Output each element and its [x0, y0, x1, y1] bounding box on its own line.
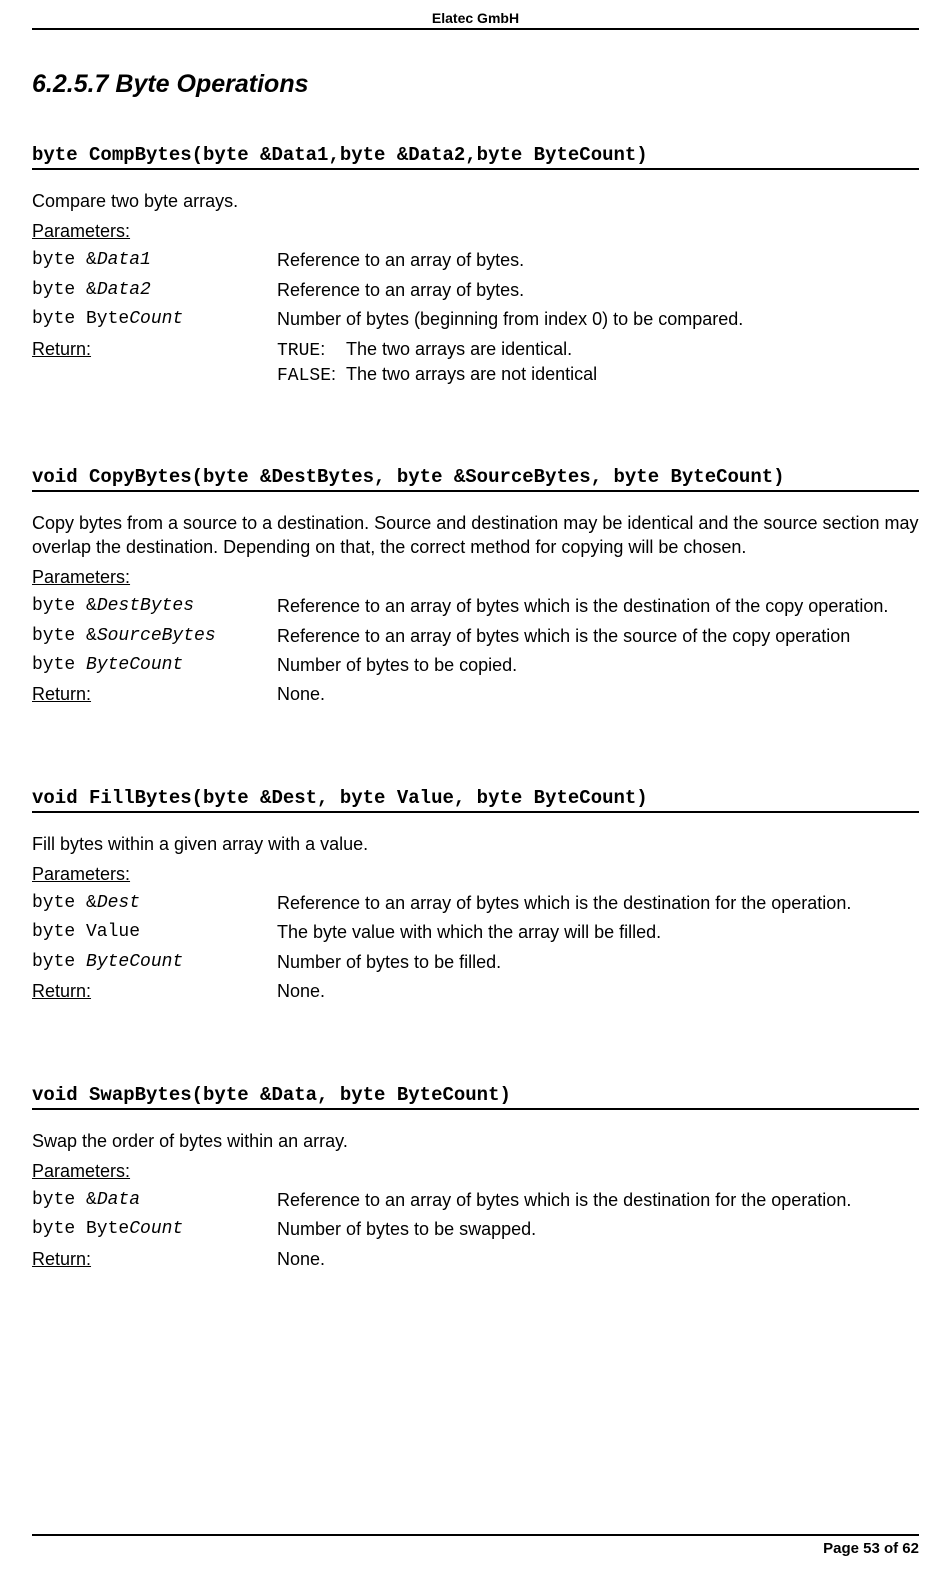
return-value: None.: [277, 680, 919, 711]
param-desc: Number of bytes to be swapped.: [277, 1215, 919, 1244]
param-desc: Reference to an array of bytes.: [277, 246, 919, 275]
return-row: Return: None.: [32, 977, 919, 1008]
param-name: byte &SourceBytes: [32, 622, 277, 651]
param-desc: Number of bytes to be copied.: [277, 651, 919, 680]
param-desc: Reference to an array of bytes.: [277, 276, 919, 305]
func-copybytes-params: byte &DestBytes Reference to an array of…: [32, 592, 919, 712]
func-copybytes-signature: void CopyBytes(byte &DestBytes, byte &So…: [32, 466, 919, 492]
parameters-label: Parameters:: [32, 1161, 919, 1182]
param-row: byte Value The byte value with which the…: [32, 918, 919, 947]
param-name: byte ByteCount: [32, 1215, 277, 1244]
func-fillbytes-desc: Fill bytes within a given array with a v…: [32, 833, 919, 856]
param-name: byte Value: [32, 918, 277, 947]
param-desc: Number of bytes (beginning from index 0)…: [277, 305, 919, 334]
param-row: byte ByteCount Number of bytes to be fil…: [32, 948, 919, 977]
func-compbytes-signature: byte CompBytes(byte &Data1,byte &Data2,b…: [32, 144, 919, 170]
param-name: byte ByteCount: [32, 305, 277, 334]
param-row: byte &Dest Reference to an array of byte…: [32, 889, 919, 918]
param-desc: The byte value with which the array will…: [277, 918, 919, 947]
param-row: byte &Data1 Reference to an array of byt…: [32, 246, 919, 275]
parameters-label: Parameters:: [32, 567, 919, 588]
param-name: byte &Data: [32, 1186, 277, 1215]
param-name: byte &DestBytes: [32, 592, 277, 621]
page-container: Elatec GmbH 6.2.5.7 Byte Operations byte…: [0, 0, 951, 1587]
func-fillbytes-params: byte &Dest Reference to an array of byte…: [32, 889, 919, 1009]
param-desc: Number of bytes to be filled.: [277, 948, 919, 977]
func-copybytes-desc: Copy bytes from a source to a destinatio…: [32, 512, 919, 559]
func-compbytes-desc: Compare two byte arrays.: [32, 190, 919, 213]
return-values: TRUE: The two arrays are identical. FALS…: [277, 335, 919, 392]
return-row: Return: None.: [32, 680, 919, 711]
return-row: Return: None.: [32, 1245, 919, 1276]
param-name: byte ByteCount: [32, 948, 277, 977]
page-footer: Page 53 of 62: [32, 1534, 919, 1557]
param-row: byte &Data2 Reference to an array of byt…: [32, 276, 919, 305]
return-label: Return:: [32, 680, 277, 711]
param-name: byte &Dest: [32, 889, 277, 918]
func-compbytes-params: byte &Data1 Reference to an array of byt…: [32, 246, 919, 391]
return-label: Return:: [32, 977, 277, 1008]
param-desc: Reference to an array of bytes which is …: [277, 1186, 919, 1215]
param-row: byte &Data Reference to an array of byte…: [32, 1186, 919, 1215]
return-value: None.: [277, 977, 919, 1008]
section-heading: 6.2.5.7 Byte Operations: [32, 70, 919, 99]
return-label: Return:: [32, 335, 277, 392]
func-fillbytes-signature: void FillBytes(byte &Dest, byte Value, b…: [32, 787, 919, 813]
param-desc: Reference to an array of bytes which is …: [277, 592, 919, 621]
param-name: byte &Data1: [32, 246, 277, 275]
param-name: byte &Data2: [32, 276, 277, 305]
func-swapbytes-signature: void SwapBytes(byte &Data, byte ByteCoun…: [32, 1084, 919, 1110]
param-row: byte &DestBytes Reference to an array of…: [32, 592, 919, 621]
func-swapbytes-desc: Swap the order of bytes within an array.: [32, 1130, 919, 1153]
func-swapbytes-params: byte &Data Reference to an array of byte…: [32, 1186, 919, 1276]
parameters-label: Parameters:: [32, 864, 919, 885]
param-desc: Reference to an array of bytes which is …: [277, 889, 919, 918]
return-value: None.: [277, 1245, 919, 1276]
parameters-label: Parameters:: [32, 221, 919, 242]
param-desc: Reference to an array of bytes which is …: [277, 622, 919, 651]
header-company: Elatec GmbH: [32, 10, 919, 30]
param-row: byte ByteCount Number of bytes to be cop…: [32, 651, 919, 680]
param-row: byte ByteCount Number of bytes (beginnin…: [32, 305, 919, 334]
param-name: byte ByteCount: [32, 651, 277, 680]
param-row: byte &SourceBytes Reference to an array …: [32, 622, 919, 651]
param-row: byte ByteCount Number of bytes to be swa…: [32, 1215, 919, 1244]
return-label: Return:: [32, 1245, 277, 1276]
return-row: Return: TRUE: The two arrays are identic…: [32, 335, 919, 392]
